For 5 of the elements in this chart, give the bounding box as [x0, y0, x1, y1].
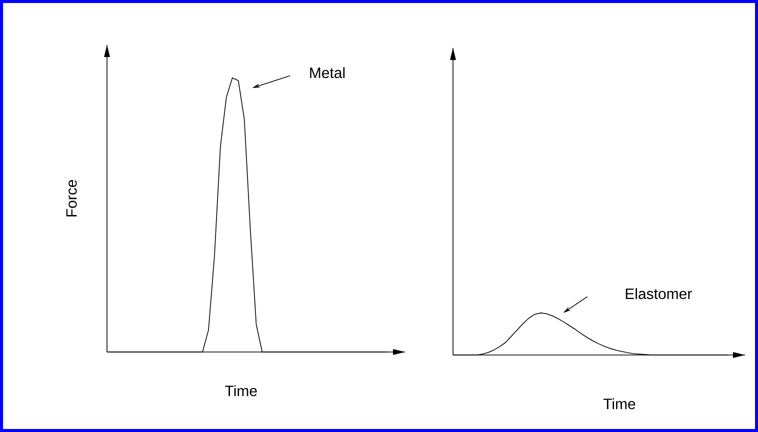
text: Elastomer — [626, 288, 692, 300]
annotation: Metal — [310, 67, 345, 78]
y-axis-title: Force — [66, 180, 77, 216]
x-axis-title: Time — [225, 385, 257, 396]
x-axis-title: Time — [603, 398, 636, 410]
